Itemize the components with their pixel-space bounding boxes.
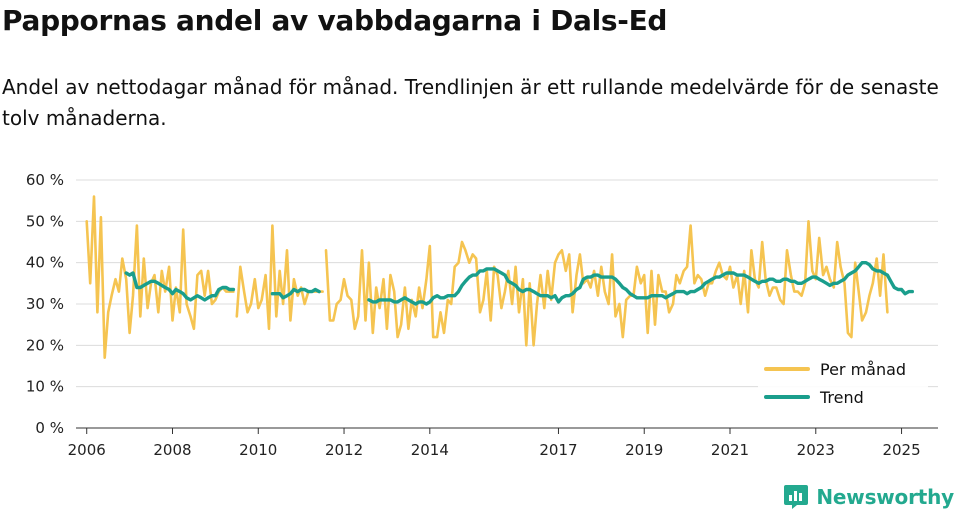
trend-line-segment [270,287,321,300]
x-tick-label: 2014 [411,441,449,459]
legend: Per månad Trend [758,352,928,414]
monthly-line-segment [324,220,889,347]
x-tick-label: 2019 [625,441,663,459]
x-tick-label: 2012 [325,441,363,459]
trend-line-segment [367,261,914,306]
y-tick-label: 0 % [35,419,64,437]
plot-area [85,195,914,359]
x-axis: 2006 2008 2010 2012 2014 2017 2019 2021 2023 2025 [68,427,938,459]
newsworthy-logo-icon [784,485,809,509]
newsworthy-brand: Newsworthy [783,484,954,510]
line-chart: 0 % 10 % 20 % 30 % 40 % 50 % 60 % 2006 2008 2010… [26,171,938,459]
brand-name: Newsworthy [816,485,954,509]
x-tick-label: 2025 [882,441,920,459]
y-axis: 0 % 10 % 20 % 30 % 40 % 50 % 60 % [26,171,64,437]
series-trend [124,261,914,306]
monthly-line-segment [235,224,324,331]
chart-subtitle: Andel av nettodagar månad för månad. Tre… [2,75,939,130]
monthly-line-segment [85,195,235,359]
legend-label-per-manad: Per månad [820,360,906,379]
y-tick-label: 20 % [26,336,64,354]
y-tick-label: 30 % [26,295,64,313]
y-tick-label: 50 % [26,212,64,230]
y-tick-label: 40 % [26,254,64,272]
x-tick-label: 2008 [153,441,191,459]
chart-title: Pappornas andel av vabbdagarna i Dals-Ed [2,4,668,37]
y-tick-label: 10 % [26,378,64,396]
x-tick-label: 2010 [239,441,277,459]
x-tick-label: 2021 [711,441,749,459]
trend-line-segment [124,271,236,302]
series-per-manad [85,195,889,359]
y-tick-label: 60 % [26,171,64,189]
x-tick-label: 2023 [797,441,835,459]
legend-label-trend: Trend [819,388,864,407]
legend-background [758,352,928,414]
x-tick-label: 2017 [539,441,577,459]
x-tick-label: 2006 [68,441,106,459]
